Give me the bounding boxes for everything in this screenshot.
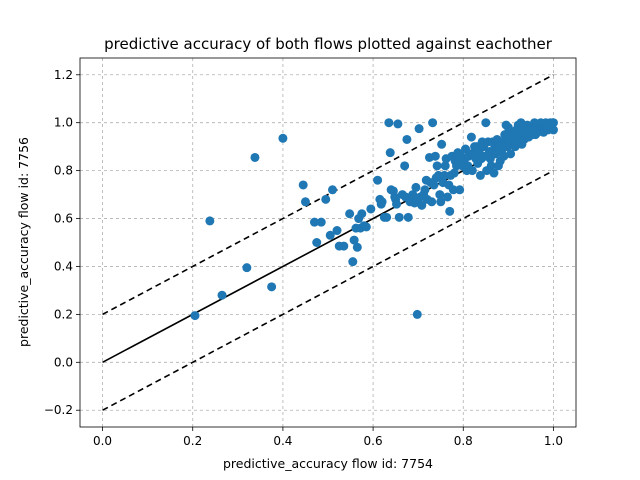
data-point xyxy=(382,212,392,222)
data-point xyxy=(475,170,485,180)
data-point xyxy=(455,185,465,195)
y-tick-label: 0.8 xyxy=(54,164,73,178)
x-tick-label: 0.8 xyxy=(454,434,473,448)
data-points xyxy=(190,118,558,321)
data-point xyxy=(242,263,252,273)
data-point xyxy=(339,241,349,251)
data-point xyxy=(499,151,509,161)
data-point xyxy=(205,216,215,226)
x-tick-label: 0.6 xyxy=(364,434,383,448)
data-point xyxy=(506,149,516,159)
data-point xyxy=(445,206,455,216)
x-tick-label: 0.0 xyxy=(93,434,112,448)
data-point xyxy=(481,118,491,128)
y-tick-label: 0.2 xyxy=(54,307,73,321)
y-tick-label: 0.6 xyxy=(54,212,73,226)
x-axis-label: predictive_accuracy flow id: 7754 xyxy=(223,456,433,471)
data-point xyxy=(466,132,476,142)
data-point xyxy=(309,217,319,227)
data-point xyxy=(489,168,499,178)
chart-title: predictive accuracy of both flows plotte… xyxy=(104,35,553,53)
data-point xyxy=(467,166,477,176)
data-point xyxy=(411,182,421,192)
plot-frame xyxy=(79,57,577,428)
data-point xyxy=(267,282,277,292)
data-point xyxy=(429,180,439,190)
data-point xyxy=(435,190,445,200)
data-point xyxy=(432,161,442,171)
data-point xyxy=(448,185,458,195)
data-point xyxy=(430,151,440,161)
data-point xyxy=(414,124,424,134)
y-tick-label: 0.0 xyxy=(54,355,73,369)
data-point xyxy=(403,212,413,222)
grid xyxy=(80,58,576,427)
data-point xyxy=(357,209,367,219)
data-point xyxy=(385,148,395,158)
data-point xyxy=(439,170,449,180)
x-ticks: 0.0 0.2 0.4 0.6 0.8 1.0 xyxy=(93,427,563,448)
data-point xyxy=(373,175,383,185)
data-point xyxy=(384,118,394,128)
data-point xyxy=(440,161,450,171)
data-point xyxy=(412,309,422,319)
data-point xyxy=(417,200,427,210)
data-point xyxy=(300,197,310,207)
dashed-reference-line xyxy=(102,74,554,316)
data-point xyxy=(500,130,510,140)
x-tick-label: 0.4 xyxy=(273,434,292,448)
data-point xyxy=(366,204,376,214)
data-point xyxy=(349,235,359,245)
y-tick-label: 1.0 xyxy=(54,116,73,130)
x-tick-label: 0.2 xyxy=(183,434,202,448)
x-tick-label: 1.0 xyxy=(544,434,563,448)
data-point xyxy=(312,238,322,247)
y-axis-label: predictive_accuracy flow id: 7756 xyxy=(16,137,31,347)
data-point xyxy=(217,290,227,300)
dashed-reference-line xyxy=(102,169,554,411)
data-point xyxy=(427,197,437,207)
data-point xyxy=(298,180,308,190)
data-point xyxy=(420,185,430,195)
data-point xyxy=(437,139,447,149)
data-point xyxy=(328,185,338,195)
data-point xyxy=(361,222,371,232)
data-point xyxy=(510,142,520,152)
data-point xyxy=(250,152,260,162)
data-point xyxy=(486,161,496,171)
data-point xyxy=(442,192,452,202)
data-point xyxy=(548,118,558,128)
data-point xyxy=(436,197,446,207)
data-point xyxy=(377,197,387,207)
data-point xyxy=(402,134,412,144)
data-point xyxy=(428,118,438,128)
data-point xyxy=(332,226,342,236)
y-tick-label: 1.2 xyxy=(54,68,73,82)
data-point xyxy=(352,242,362,252)
data-point xyxy=(392,199,402,209)
data-point xyxy=(325,230,335,240)
y-tick-label: −0.2 xyxy=(44,403,73,417)
data-point xyxy=(345,209,355,219)
data-point xyxy=(548,125,558,135)
y-ticks: −0.2 0.0 0.2 0.4 0.6 0.8 1.0 1.2 xyxy=(44,68,80,417)
data-point xyxy=(190,311,200,321)
data-point xyxy=(348,257,358,267)
data-point xyxy=(321,194,331,204)
data-point xyxy=(400,161,410,171)
data-point xyxy=(316,217,326,227)
data-point xyxy=(449,168,459,178)
data-point xyxy=(278,133,288,143)
data-point xyxy=(394,212,404,222)
y-tick-label: 0.4 xyxy=(54,259,73,273)
data-point xyxy=(393,119,403,129)
